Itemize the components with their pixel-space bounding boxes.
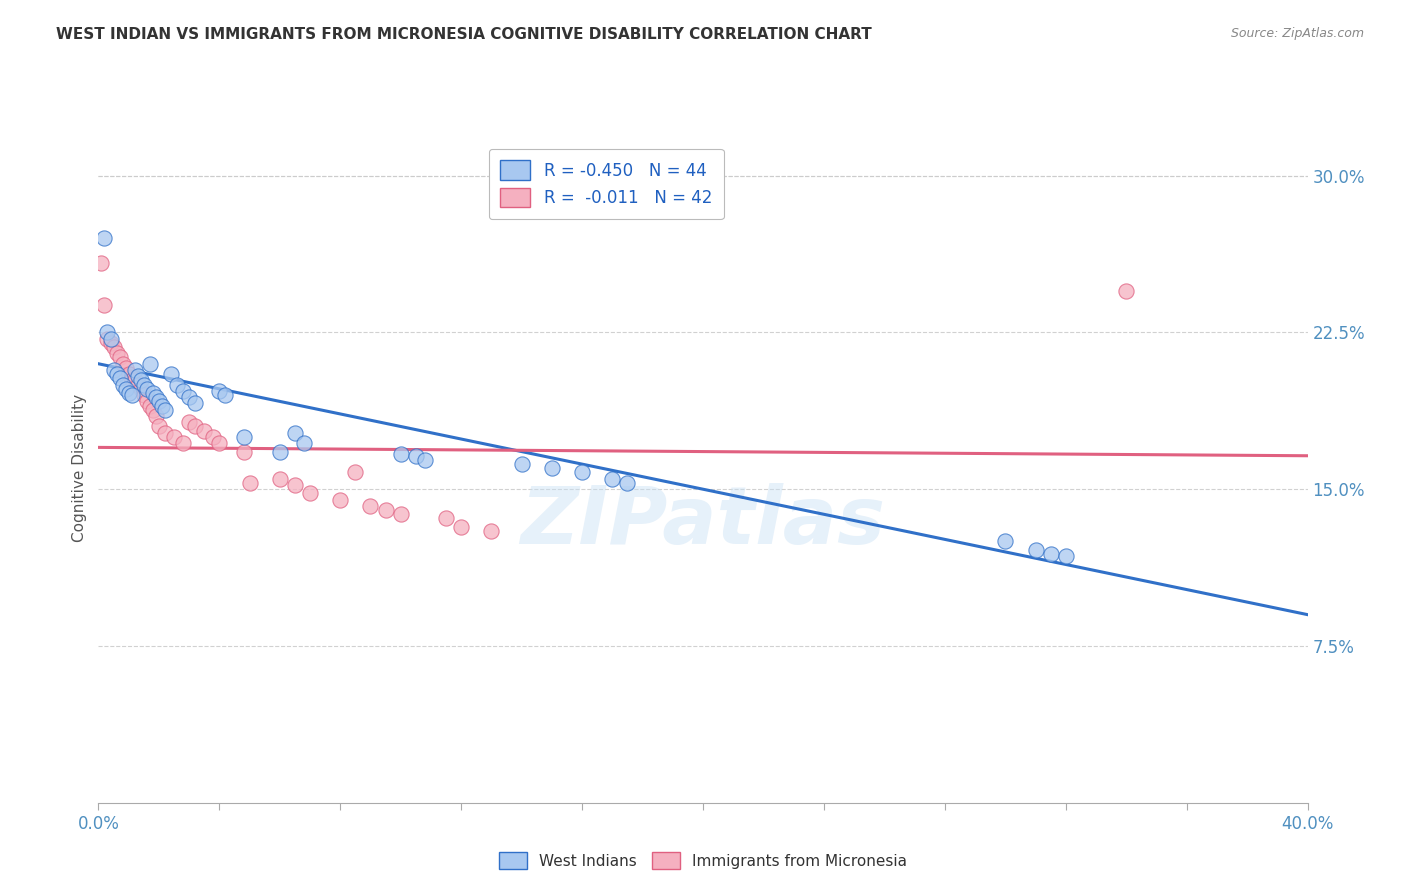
- Point: [374, 503, 396, 517]
- Point: [405, 449, 427, 463]
- Point: [1039, 547, 1062, 561]
- Point: [179, 415, 201, 429]
- Point: [132, 377, 155, 392]
- Point: [150, 399, 173, 413]
- Point: [292, 436, 315, 450]
- Point: [166, 377, 188, 392]
- Point: [481, 524, 503, 538]
- Point: [239, 475, 262, 490]
- Legend: West Indians, Immigrants from Micronesia: West Indians, Immigrants from Micronesia: [494, 846, 912, 875]
- Point: [108, 351, 131, 365]
- Point: [111, 377, 134, 392]
- Point: [124, 363, 146, 377]
- Point: [103, 363, 125, 377]
- Point: [135, 394, 157, 409]
- Point: [129, 374, 152, 388]
- Point: [93, 298, 115, 312]
- Point: [129, 382, 152, 396]
- Point: [184, 419, 207, 434]
- Point: [114, 361, 136, 376]
- Point: [105, 346, 128, 360]
- Point: [124, 374, 146, 388]
- Point: [108, 371, 131, 385]
- Point: [269, 444, 291, 458]
- Point: [329, 492, 352, 507]
- Point: [103, 340, 125, 354]
- Point: [153, 402, 176, 417]
- Point: [127, 377, 149, 392]
- Point: [142, 402, 165, 417]
- Point: [172, 436, 194, 450]
- Point: [135, 382, 157, 396]
- Point: [202, 430, 225, 444]
- Point: [184, 396, 207, 410]
- Point: [153, 425, 176, 440]
- Point: [284, 425, 307, 440]
- Point: [114, 382, 136, 396]
- Point: [100, 332, 122, 346]
- Point: [450, 520, 472, 534]
- Point: [127, 369, 149, 384]
- Point: [148, 419, 170, 434]
- Point: [145, 390, 167, 404]
- Point: [413, 453, 436, 467]
- Point: [389, 447, 412, 461]
- Point: [616, 475, 638, 490]
- Point: [232, 430, 254, 444]
- Text: ZIPatlas: ZIPatlas: [520, 483, 886, 561]
- Point: [93, 231, 115, 245]
- Point: [142, 386, 165, 401]
- Y-axis label: Cognitive Disability: Cognitive Disability: [72, 394, 87, 542]
- Text: WEST INDIAN VS IMMIGRANTS FROM MICRONESIA COGNITIVE DISABILITY CORRELATION CHART: WEST INDIAN VS IMMIGRANTS FROM MICRONESI…: [56, 27, 872, 42]
- Point: [139, 399, 162, 413]
- Point: [96, 326, 118, 340]
- Point: [111, 357, 134, 371]
- Point: [90, 256, 112, 270]
- Point: [510, 457, 533, 471]
- Point: [193, 424, 215, 438]
- Point: [360, 499, 382, 513]
- Point: [121, 388, 143, 402]
- Legend: R = -0.450   N = 44, R =  -0.011   N = 42: R = -0.450 N = 44, R = -0.011 N = 42: [489, 149, 724, 219]
- Point: [299, 486, 322, 500]
- Point: [179, 390, 201, 404]
- Point: [121, 374, 143, 388]
- Point: [344, 466, 367, 480]
- Point: [602, 472, 624, 486]
- Point: [172, 384, 194, 398]
- Point: [284, 478, 307, 492]
- Point: [139, 357, 162, 371]
- Point: [232, 444, 254, 458]
- Point: [208, 436, 231, 450]
- Point: [118, 368, 141, 382]
- Point: [105, 368, 128, 382]
- Point: [118, 386, 141, 401]
- Point: [389, 508, 412, 522]
- Point: [571, 466, 593, 480]
- Point: [100, 335, 122, 350]
- Point: [434, 511, 457, 525]
- Point: [163, 430, 186, 444]
- Point: [145, 409, 167, 423]
- Point: [148, 394, 170, 409]
- Point: [96, 332, 118, 346]
- Point: [994, 534, 1017, 549]
- Point: [269, 472, 291, 486]
- Point: [160, 368, 183, 382]
- Point: [540, 461, 562, 475]
- Point: [208, 384, 231, 398]
- Point: [1054, 549, 1077, 563]
- Point: [214, 388, 236, 402]
- Point: [1024, 542, 1046, 557]
- Text: Source: ZipAtlas.com: Source: ZipAtlas.com: [1230, 27, 1364, 40]
- Point: [132, 388, 155, 402]
- Point: [1115, 284, 1137, 298]
